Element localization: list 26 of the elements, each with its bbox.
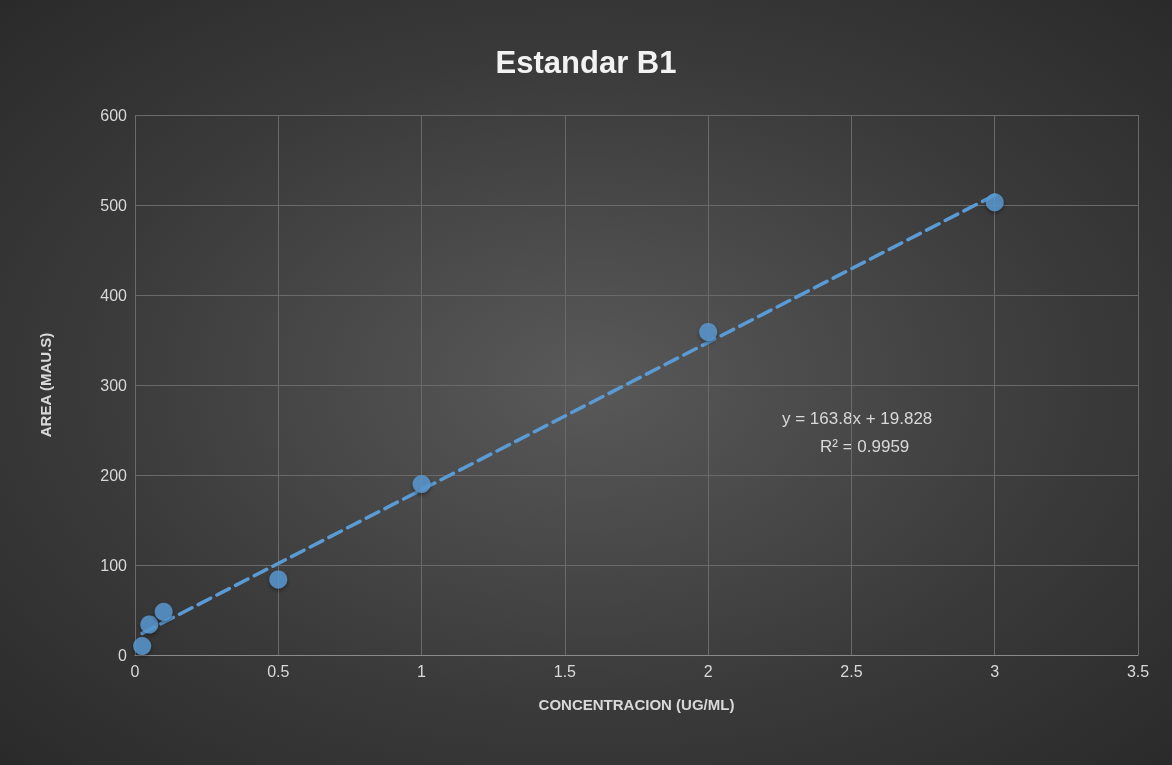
x-tick-label: 0.5 xyxy=(267,662,290,680)
point xyxy=(269,570,288,589)
y-tick-label: 500 xyxy=(100,196,128,214)
x-tick-label: 3.5 xyxy=(1126,662,1150,680)
y-tick-label: 0 xyxy=(118,646,128,664)
point xyxy=(699,322,718,341)
y-axis-title: AREA (MAU.S) xyxy=(37,332,54,438)
x-tick-label: 1 xyxy=(417,662,427,680)
y-tick-label: 300 xyxy=(100,376,128,394)
x-tick-label: 1.5 xyxy=(553,662,577,680)
y-tick-label: 200 xyxy=(100,466,128,484)
y-tick-label: 400 xyxy=(100,286,128,304)
point xyxy=(154,602,173,621)
point xyxy=(140,615,159,634)
chart-title: Estandar B1 xyxy=(495,45,677,80)
x-tick-label: 2 xyxy=(703,662,713,680)
x-tick-label: 3 xyxy=(990,662,1000,680)
x-tick-label: 2.5 xyxy=(840,662,863,680)
point xyxy=(985,193,1004,212)
y-tick-label: 600 xyxy=(100,106,128,124)
y-tick-label: 100 xyxy=(100,556,128,574)
point xyxy=(412,475,431,493)
x-tick-label: 0 xyxy=(130,662,140,680)
x-axis-title: CONCENTRACION (UG/ML) xyxy=(538,696,735,713)
point xyxy=(133,637,152,655)
annotation: y = 163.8x + 19.828 xyxy=(782,409,933,428)
